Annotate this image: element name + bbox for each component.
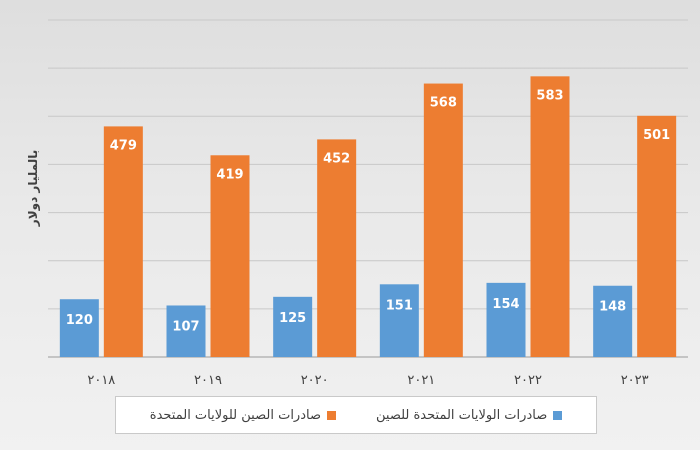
bar-china-exports-3: [423, 83, 463, 357]
bar-us-exports-0: [59, 299, 99, 357]
data-labels: 120 479 107 419 125 452 151 568 154 583 148 501: [66, 88, 670, 334]
label-china-exports-4: 583: [536, 88, 563, 103]
label-us-exports-1: 107: [172, 319, 199, 334]
label-us-exports-4: 154: [492, 297, 519, 312]
legend-item-us-exports: صادرات الولايات المتحدة للصين: [376, 407, 563, 423]
label-china-exports-2: 452: [323, 151, 350, 166]
bar-us-exports-4: [486, 282, 526, 357]
x-tick-4: ٢٠٢٢: [514, 373, 542, 388]
legend-swatch-orange: [327, 410, 336, 420]
bar-us-exports-5: [593, 285, 633, 357]
y-axis-label: بالمليار دولار: [26, 150, 41, 227]
legend-label-china-exports: صادرات الصين للولايات المتحدة: [149, 407, 321, 423]
label-us-exports-0: 120: [66, 313, 93, 328]
x-tick-2: ٢٠٢٠: [301, 373, 329, 388]
bar-china-exports-4: [530, 76, 570, 357]
x-tick-1: ٢٠١٩: [194, 373, 222, 388]
bar-us-exports-1: [166, 305, 206, 357]
label-us-exports-3: 151: [386, 298, 413, 313]
x-tick-labels: ٢٠١٨ ٢٠١٩ ٢٠٢٠ ٢٠٢١ ٢٠٢٢ ٢٠٢٣: [87, 373, 648, 388]
legend-item-china-exports: صادرات الصين للولايات المتحدة: [150, 408, 336, 423]
legend-label-us-exports: صادرات الولايات المتحدة للصين: [376, 407, 548, 423]
gridlines: [48, 19, 688, 358]
label-china-exports-1: 419: [216, 167, 243, 182]
label-us-exports-5: 148: [599, 300, 626, 315]
x-tick-3: ٢٠٢١: [407, 373, 435, 388]
bars: [59, 76, 677, 357]
bar-us-exports-3: [379, 284, 419, 357]
x-tick-0: ٢٠١٨: [87, 373, 115, 388]
bar-china-exports-2: [317, 139, 357, 357]
label-china-exports-3: 568: [430, 96, 457, 111]
legend: صادرات الولايات المتحدة للصين صادرات الص…: [115, 396, 597, 434]
legend-swatch-blue: [553, 410, 563, 420]
bar-china-exports-0: [103, 126, 143, 357]
bar-china-exports-1: [210, 155, 250, 357]
label-us-exports-2: 125: [279, 311, 306, 326]
bar-us-exports-2: [273, 296, 313, 357]
label-china-exports-5: 501: [643, 128, 670, 143]
x-tick-5: ٢٠٢٣: [621, 373, 649, 388]
label-china-exports-0: 479: [110, 138, 137, 153]
bar-china-exports-5: [637, 115, 677, 357]
